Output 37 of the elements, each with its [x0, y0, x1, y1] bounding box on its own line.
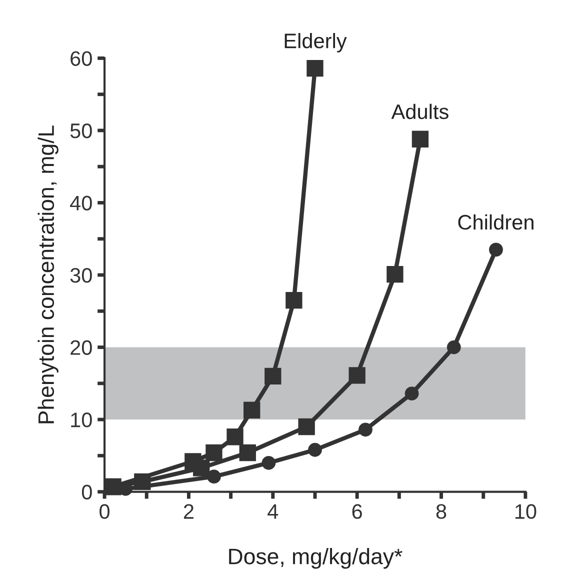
x-tick-label: 2 [184, 504, 194, 519]
series-label: Children [458, 214, 534, 230]
series-label: Adults [391, 104, 448, 120]
point [298, 418, 315, 436]
point [264, 368, 282, 384]
y-axis-title: Phenytoin concentration, mg/L [38, 126, 58, 424]
point [239, 444, 256, 462]
y-tick-label: 50 [70, 123, 92, 138]
point [446, 340, 461, 354]
x-tick-label: 4 [268, 504, 278, 519]
y-tick-label: 60 [70, 51, 92, 66]
y-tick-label: 20 [70, 340, 92, 356]
point [286, 292, 302, 309]
point [386, 266, 404, 283]
point [308, 442, 322, 457]
y-tick-label: 30 [70, 268, 92, 283]
point [404, 386, 419, 400]
x-tick-label: 10 [515, 504, 536, 519]
point [262, 456, 276, 470]
point [348, 367, 366, 384]
y-tick-label: 40 [70, 196, 92, 210]
x-tick-label: 6 [352, 504, 362, 519]
series-label: Elderly [284, 33, 347, 52]
point [226, 428, 244, 446]
point [206, 444, 222, 462]
x-tick-label: 0 [100, 504, 110, 519]
x-tick-label: 8 [436, 504, 446, 519]
point [244, 402, 260, 418]
x-axis-title: Dose, mg/kg/day* [229, 548, 402, 569]
point [193, 460, 210, 476]
point [489, 242, 503, 257]
y-tick-label: 10 [71, 412, 92, 428]
point [306, 60, 324, 77]
y-tick-label: 0 [82, 484, 92, 500]
point [412, 130, 429, 148]
point [207, 470, 221, 484]
point [358, 422, 372, 437]
